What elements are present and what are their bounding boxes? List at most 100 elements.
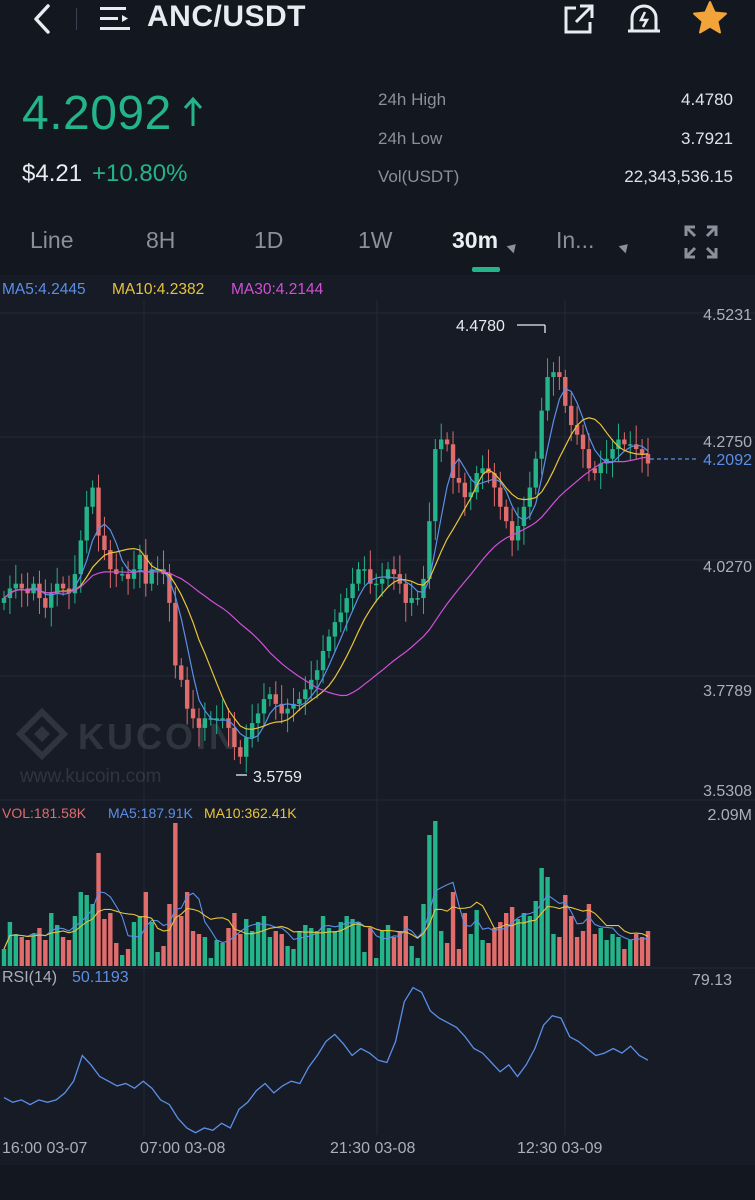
volume-bar — [598, 928, 603, 966]
volume-bar — [137, 916, 143, 966]
candle-body — [13, 583, 19, 589]
candle-body — [586, 449, 592, 469]
fullscreen-button[interactable] — [684, 225, 718, 259]
tab-8h[interactable]: 8H — [146, 227, 176, 253]
volume-axis-max: 2.09M — [708, 807, 752, 824]
volume-bar — [427, 835, 432, 966]
volume-bar — [119, 955, 125, 966]
volume-bar — [149, 922, 154, 966]
candle-body — [639, 449, 645, 454]
candlesticks — [1, 356, 651, 773]
watermark-brand: KUCOIN — [78, 716, 238, 757]
legend-ma10: MA10:4.2382 — [112, 281, 205, 298]
pair-menu-button[interactable] — [98, 4, 134, 34]
back-button[interactable] — [22, 4, 62, 34]
candle-body — [474, 473, 479, 493]
candle-body — [108, 550, 113, 570]
volume-bar — [474, 910, 479, 966]
candle-body — [338, 612, 343, 623]
low-marker-label: 3.5759 — [253, 769, 302, 786]
tab-indicators-dropdown-icon — [618, 240, 632, 254]
candle-body — [450, 444, 456, 478]
candle-body — [19, 583, 24, 589]
candle-body — [279, 703, 284, 714]
candle-body — [149, 569, 154, 584]
pair-title[interactable]: ANC/USDT — [147, 0, 306, 33]
candle-body — [521, 506, 527, 526]
price-tick: 3.7789 — [703, 683, 752, 700]
candle-body — [249, 723, 255, 738]
candle-body — [368, 569, 373, 584]
candle-body — [379, 578, 385, 584]
candle-body — [580, 434, 586, 450]
price-alert-button[interactable] — [626, 0, 662, 36]
change-percent: +10.80% — [92, 160, 188, 187]
candle-body — [492, 473, 497, 488]
candle-body — [137, 554, 143, 570]
volume-bar — [492, 928, 497, 966]
candle-body — [155, 569, 160, 571]
candle-body — [314, 670, 320, 680]
volume-bar — [108, 913, 113, 966]
candle-body — [102, 535, 107, 551]
candle-body — [409, 598, 414, 603]
candle-body — [320, 650, 326, 671]
volume-bar — [255, 922, 261, 966]
candle-body — [226, 718, 231, 728]
favorite-button[interactable] — [692, 0, 728, 36]
volume-bar — [504, 913, 509, 966]
candle-body — [60, 583, 66, 589]
candle-body — [421, 578, 426, 599]
tab-1d[interactable]: 1D — [254, 227, 284, 253]
volume-bar — [297, 931, 302, 966]
volume-bar — [202, 937, 208, 966]
volume-bar — [90, 904, 95, 966]
volume-bar — [421, 904, 426, 966]
fullscreen-icon — [684, 225, 718, 259]
candle-body — [574, 425, 580, 435]
tab-30m[interactable]: 30m — [452, 227, 499, 253]
candle-body — [433, 449, 438, 522]
candle-body — [645, 453, 651, 464]
active-tab-indicator — [472, 267, 500, 272]
candle-body — [291, 703, 296, 709]
candle-body — [255, 713, 261, 724]
volume-bar — [515, 919, 521, 966]
share-button[interactable] — [560, 2, 596, 36]
volume-bar — [622, 949, 627, 966]
legend-rsi-value: 50.1193 — [72, 969, 129, 986]
volume-bar — [179, 916, 184, 966]
volume-bar — [350, 919, 355, 966]
tab-indicators[interactable]: In... — [556, 227, 595, 253]
volume-bar — [639, 937, 645, 966]
volume-bar — [604, 940, 609, 966]
volume-bar — [31, 934, 36, 966]
candle-body — [131, 569, 137, 579]
tab-1w[interactable]: 1W — [358, 227, 393, 253]
candle-body — [539, 410, 544, 459]
volume-bar — [131, 922, 137, 966]
interval-tabs: Line 8H 1D 1W 30m In... — [0, 215, 755, 275]
volume-bar — [60, 937, 66, 966]
candle-body — [332, 622, 338, 637]
candle-body — [303, 689, 308, 700]
candle-body — [427, 521, 432, 579]
candle-body — [551, 372, 556, 377]
stat-value-low: 3.7921 — [681, 129, 733, 148]
rsi-line — [3, 986, 649, 1134]
candle-body — [462, 482, 468, 498]
volume-bar — [533, 901, 538, 966]
kline-chart[interactable]: KUCOIN www.kucoin.com 4.5231 4.2750 4.02… — [0, 275, 755, 1165]
volume-bar — [545, 877, 550, 966]
chart-panel[interactable]: KUCOIN www.kucoin.com 4.5231 4.2750 4.02… — [0, 275, 755, 1165]
legend-vol: VOL:181.58K — [2, 805, 87, 821]
volume-bar — [320, 916, 326, 966]
top-bar: ANC/USDT — [0, 0, 755, 60]
volume-bar — [190, 931, 196, 966]
candle-body — [238, 747, 243, 757]
tab-line[interactable]: Line — [30, 227, 74, 253]
volume-bar — [397, 931, 403, 966]
candle-body — [261, 699, 267, 714]
volume-bar — [521, 913, 527, 966]
candle-body — [232, 727, 237, 748]
